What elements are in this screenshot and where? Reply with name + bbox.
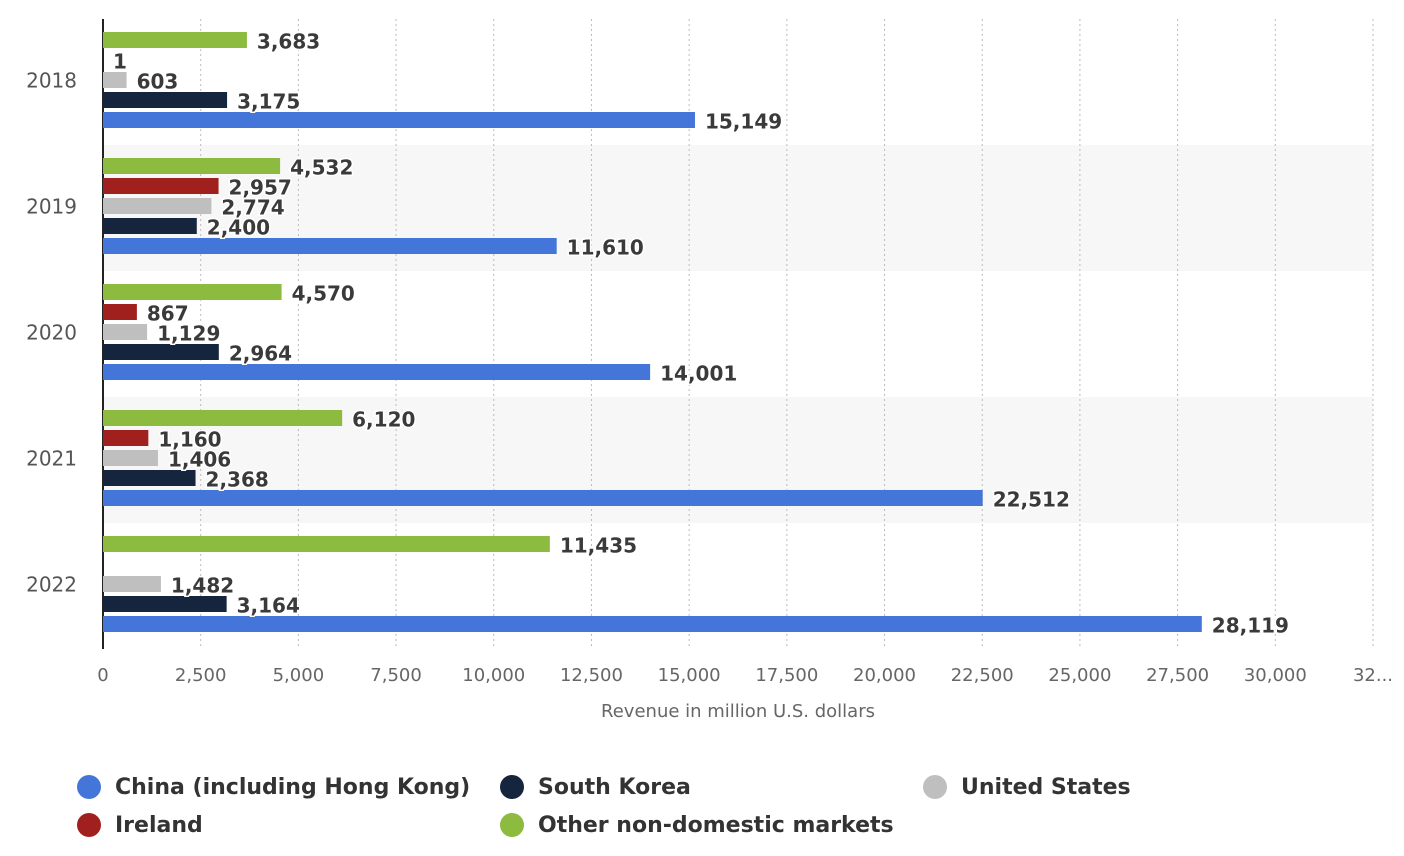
value-label: 1	[113, 50, 127, 74]
y-tick-label: 2019	[26, 195, 77, 219]
bar	[103, 324, 148, 340]
bar	[103, 576, 161, 592]
bar	[103, 304, 137, 320]
legend-swatch	[923, 775, 947, 799]
x-tick-label: 25,000	[1048, 665, 1111, 686]
bar	[103, 198, 212, 214]
x-tick-label: 20,000	[853, 665, 916, 686]
value-label: 28,119	[1212, 614, 1289, 638]
y-tick-label: 2022	[26, 573, 77, 597]
bar	[103, 410, 343, 426]
bar	[103, 112, 695, 128]
value-label: 14,001	[660, 362, 737, 386]
x-tick-label: 7,500	[370, 665, 422, 686]
value-label: 4,532	[290, 156, 353, 180]
value-label: 603	[137, 70, 179, 94]
value-label: 11,435	[560, 534, 637, 558]
value-label: 2,400	[207, 216, 270, 240]
x-tick-label: 30,000	[1244, 665, 1307, 686]
value-label: 867	[147, 302, 189, 326]
bar	[103, 344, 219, 360]
legend-label: South Korea	[538, 775, 691, 800]
bar	[103, 364, 651, 380]
x-tick-label: 22,500	[951, 665, 1014, 686]
value-label: 2,957	[229, 176, 292, 200]
bar	[103, 284, 282, 300]
value-label: 3,164	[237, 594, 300, 618]
bar	[103, 72, 127, 88]
y-tick-label: 2020	[26, 321, 77, 345]
x-tick-label: 32...	[1353, 665, 1393, 686]
legend-label: United States	[961, 775, 1131, 800]
bar	[103, 92, 228, 108]
bar	[103, 490, 983, 506]
bar	[103, 218, 197, 234]
x-tick-label: 10,000	[462, 665, 525, 686]
bar	[103, 32, 247, 48]
bar	[103, 238, 557, 254]
x-tick-label: 2,500	[175, 665, 227, 686]
bar	[103, 430, 149, 446]
bar	[103, 450, 158, 466]
value-label: 22,512	[993, 488, 1070, 512]
bar	[103, 470, 196, 486]
value-label: 6,120	[352, 408, 415, 432]
value-label: 1,160	[158, 428, 221, 452]
legend-label: Ireland	[115, 813, 203, 838]
x-tick-label: 0	[97, 665, 108, 686]
value-label: 3,683	[257, 30, 320, 54]
legend-swatch	[500, 813, 524, 837]
x-tick-label: 27,500	[1146, 665, 1209, 686]
y-tick-label: 2018	[26, 69, 77, 93]
value-label: 1,406	[168, 448, 231, 472]
bar	[103, 616, 1202, 632]
legend-swatch	[77, 813, 101, 837]
value-label: 4,570	[292, 282, 355, 306]
value-label: 2,964	[229, 342, 292, 366]
legend-label: China (including Hong Kong)	[115, 775, 470, 800]
bar	[103, 158, 281, 174]
x-tick-label: 5,000	[273, 665, 325, 686]
value-label: 11,610	[567, 236, 644, 260]
value-label: 2,774	[221, 196, 284, 220]
bar	[103, 536, 550, 552]
x-axis-label: Revenue in million U.S. dollars	[601, 701, 875, 722]
value-label: 1,482	[171, 574, 234, 598]
value-label: 15,149	[705, 110, 782, 134]
value-label: 1,129	[157, 322, 220, 346]
y-tick-label: 2021	[26, 447, 77, 471]
legend-label: Other non-domestic markets	[538, 813, 894, 838]
bar	[103, 178, 219, 194]
x-tick-label: 12,500	[560, 665, 623, 686]
value-label: 2,368	[206, 468, 269, 492]
x-tick-label: 15,000	[658, 665, 721, 686]
x-tick-label: 17,500	[755, 665, 818, 686]
legend-swatch	[77, 775, 101, 799]
bar	[103, 596, 227, 612]
value-label: 3,175	[237, 90, 300, 114]
legend-swatch	[500, 775, 524, 799]
